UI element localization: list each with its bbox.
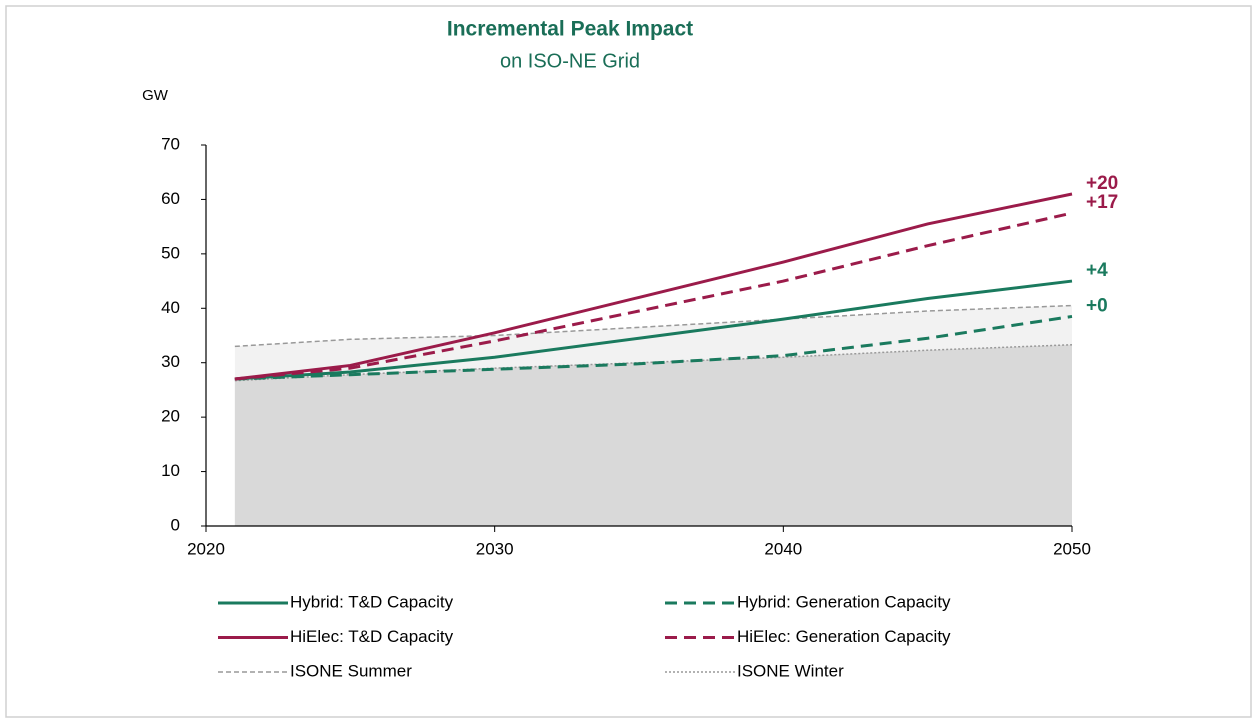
chart-title: Incremental Peak Impact xyxy=(447,18,693,41)
line xyxy=(234,211,1073,381)
y-axis-label: GW xyxy=(142,87,169,104)
legend-label: ISONE Summer xyxy=(290,661,412,680)
area xyxy=(234,344,1072,526)
x-tick-label: 2050 xyxy=(1053,539,1091,558)
chart-subtitle: on ISO-NE Grid xyxy=(500,50,640,72)
legend-label: Hybrid: T&D Capacity xyxy=(290,592,454,611)
legend-label: HiElec: Generation Capacity xyxy=(737,627,951,646)
y-tick-label: 0 xyxy=(171,515,180,534)
x-tick-label: 2040 xyxy=(764,539,802,558)
y-tick-label: 60 xyxy=(161,189,180,208)
line xyxy=(234,314,1073,381)
y-tick-label: 20 xyxy=(161,407,180,426)
x-tick-label: 2030 xyxy=(476,539,514,558)
end-label: +20 xyxy=(1086,173,1118,194)
legend-label: ISONE Winter xyxy=(737,661,844,680)
end-label: +4 xyxy=(1086,260,1108,281)
end-label: +17 xyxy=(1086,192,1118,213)
legend-label: Hybrid: Generation Capacity xyxy=(737,592,951,611)
y-tick-label: 10 xyxy=(161,461,180,480)
y-tick-label: 40 xyxy=(161,298,180,317)
y-tick-label: 30 xyxy=(161,352,180,371)
line xyxy=(234,192,1073,381)
y-tick-label: 50 xyxy=(161,243,180,262)
x-tick-label: 2020 xyxy=(187,539,225,558)
end-label: +0 xyxy=(1086,295,1108,316)
line xyxy=(234,304,1073,348)
y-tick-label: 70 xyxy=(161,134,180,153)
line xyxy=(234,279,1073,381)
legend-label: HiElec: T&D Capacity xyxy=(290,627,454,646)
